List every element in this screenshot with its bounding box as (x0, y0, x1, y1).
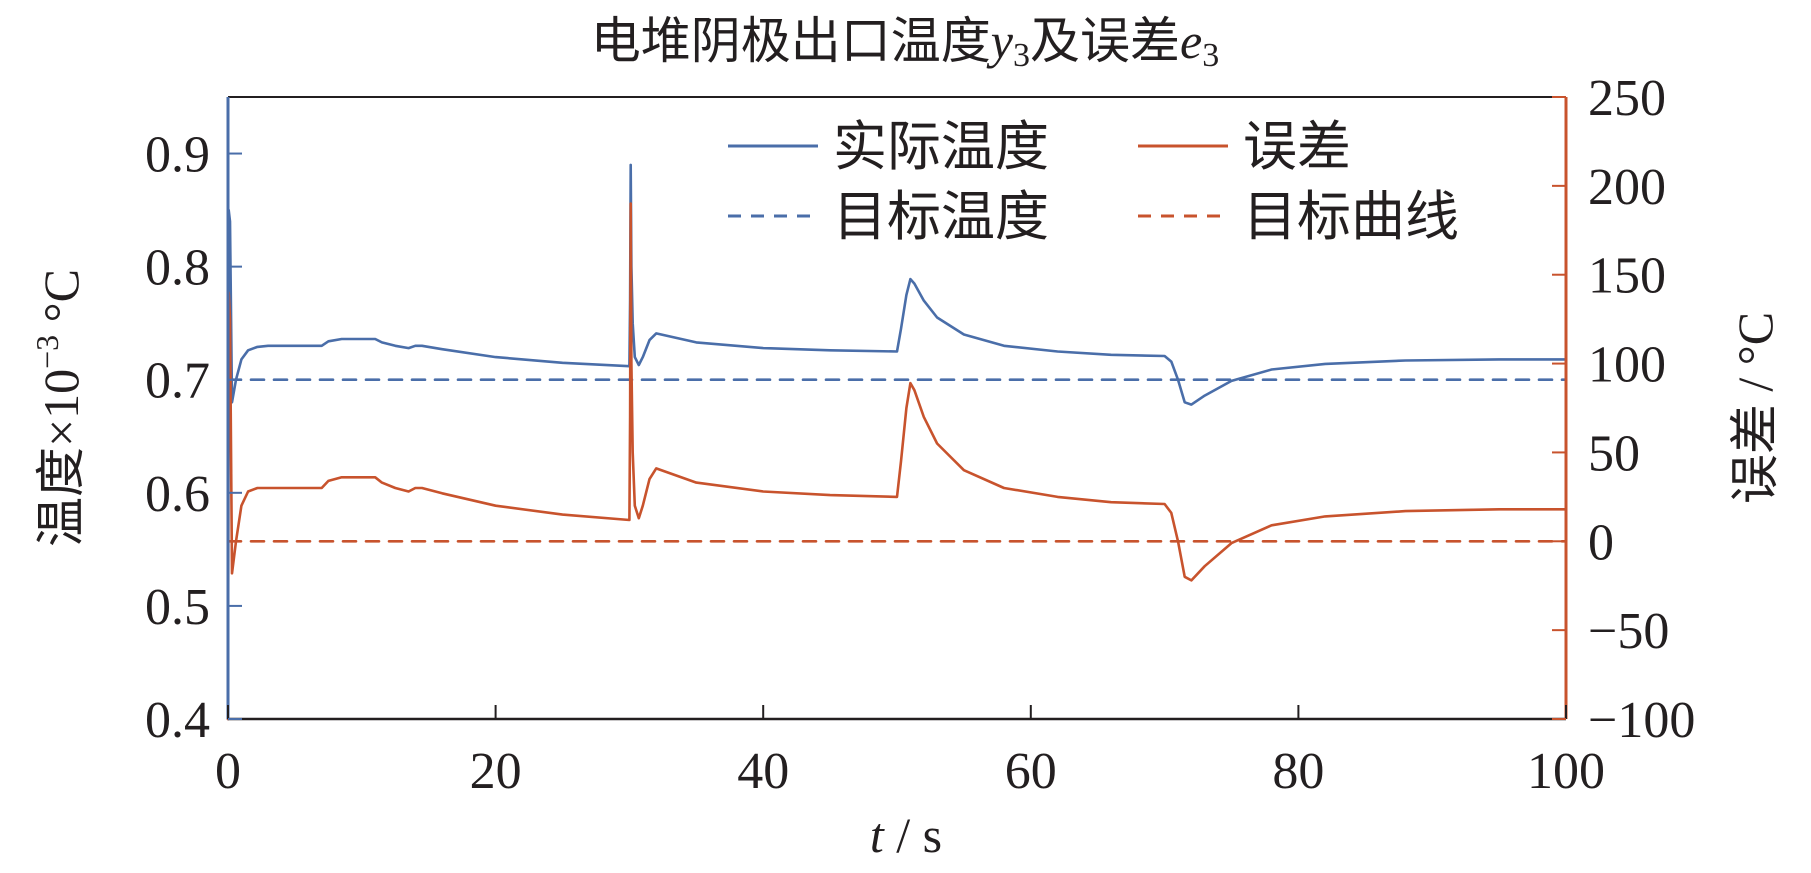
legend-item-target-curve: 目标曲线 (1138, 187, 1459, 247)
series-line-2 (226, 202, 1568, 721)
series-line-0 (226, 163, 1568, 721)
title-middle: 及误差 (1030, 13, 1180, 69)
legend-item-error: 误差 (1138, 117, 1351, 177)
left-y-axis-unit: °C (33, 269, 89, 335)
left-y-axis-title: 温度×10−3 °C (29, 269, 89, 547)
left-y-axis-ticks: 0.4 0.5 0.6 0.7 0.8 0.9 (145, 127, 242, 749)
title-var-e: e (1180, 13, 1202, 69)
legend-label-error: 误差 (1243, 117, 1351, 177)
left-y-tick-label: 0.8 (145, 240, 210, 297)
x-axis-title: t / s (870, 807, 942, 863)
right-y-axis-title: 误差 / °C (1727, 312, 1783, 504)
right-y-tick-label: 200 (1588, 159, 1666, 216)
left-y-tick-label: 0.5 (145, 579, 210, 636)
title-sub-3: 3 (1013, 37, 1030, 74)
right-y-tick-label: −100 (1588, 692, 1695, 749)
x-tick-label: 80 (1272, 743, 1324, 800)
right-y-axis-ticks: −100 −50 0 50 100 150 200 250 (1552, 70, 1695, 749)
right-y-tick-label: 50 (1588, 425, 1640, 482)
legend-label-actual-temperature: 实际温度 (833, 117, 1049, 177)
legend-item-actual-temperature: 实际温度 (728, 117, 1049, 177)
x-axis-var: t (870, 807, 885, 863)
title-prefix: 电堆阴极出口温度 (591, 13, 991, 69)
legend-item-target-temperature: 目标温度 (728, 187, 1049, 247)
legend-label-target-temperature: 目标温度 (833, 187, 1049, 247)
left-y-axis-exp: −3 (29, 335, 65, 369)
right-y-tick-label: −50 (1588, 603, 1669, 660)
right-y-tick-label: 100 (1588, 337, 1666, 394)
right-y-tick-label: 250 (1588, 70, 1666, 127)
x-tick-label: 20 (470, 743, 522, 800)
legend: 实际温度 误差 目标温度 目标曲线 (728, 117, 1459, 247)
left-y-tick-label: 0.4 (145, 692, 210, 749)
title-sub-3b: 3 (1202, 37, 1219, 74)
x-tick-label: 100 (1527, 743, 1605, 800)
x-axis-rest: / s (884, 807, 942, 863)
x-tick-label: 60 (1005, 743, 1057, 800)
series-layer (226, 163, 1568, 721)
right-y-tick-label: 150 (1588, 248, 1666, 305)
left-y-tick-label: 0.9 (145, 127, 210, 184)
right-y-tick-label: 0 (1588, 514, 1614, 571)
legend-label-target-curve: 目标曲线 (1243, 187, 1459, 247)
x-tick-label: 0 (215, 743, 241, 800)
title-var-y: y (986, 13, 1014, 69)
left-y-tick-label: 0.6 (145, 466, 210, 523)
left-y-axis-text: 温度×10 (33, 369, 89, 547)
x-tick-label: 40 (737, 743, 789, 800)
chart-title: 电堆阴极出口温度y3及误差e3 (591, 13, 1219, 74)
left-y-tick-label: 0.7 (145, 353, 210, 410)
x-axis-ticks: 0 20 40 60 80 100 (215, 705, 1605, 800)
